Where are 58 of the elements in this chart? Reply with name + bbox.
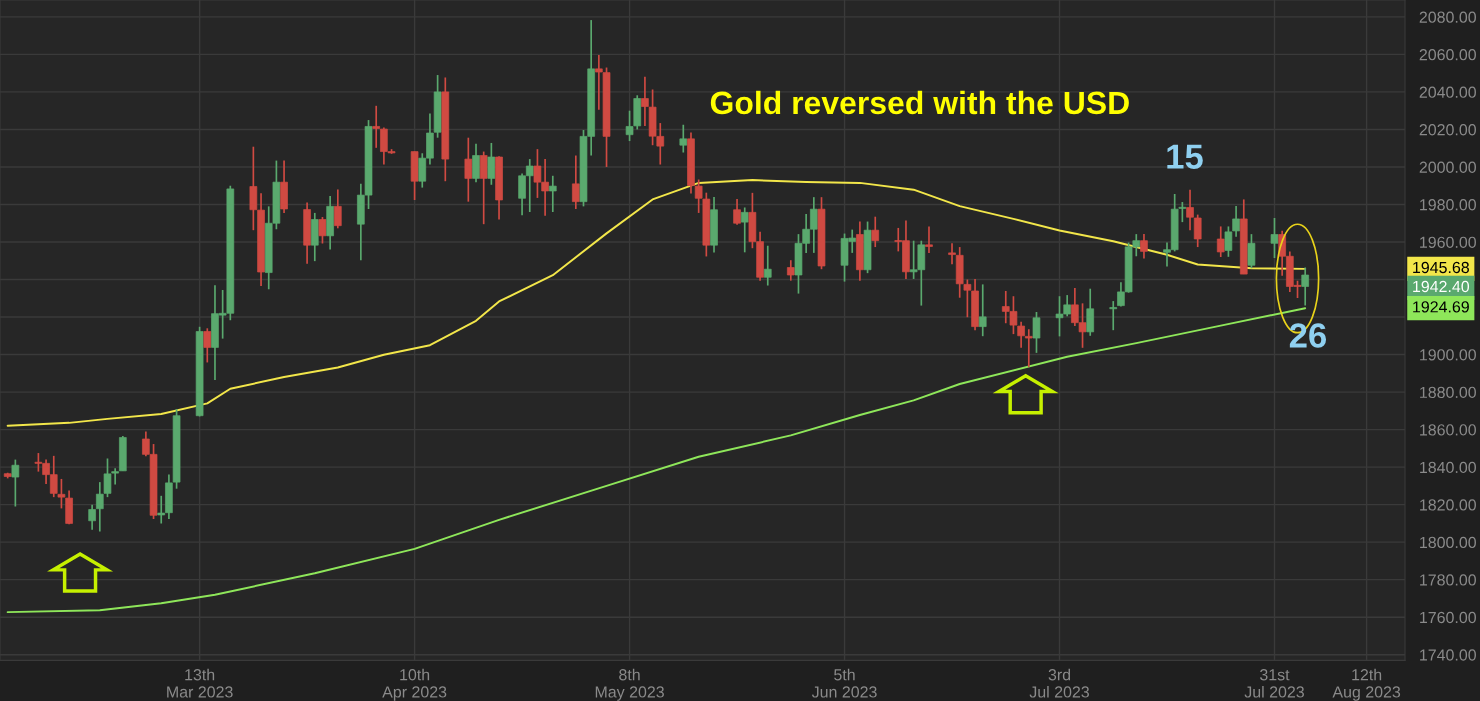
y-tick-label: 2060.00: [1419, 49, 1476, 61]
y-tick-label: 2000.00: [1419, 161, 1476, 173]
y-tick-label: 1780.00: [1420, 574, 1476, 586]
y-tick-label: 1800.00: [1420, 536, 1476, 549]
candlestick: [1247, 233, 1256, 270]
candlestick: [786, 259, 795, 282]
candlestick: [1086, 287, 1095, 337]
y-tick-label: 1860.00: [1420, 424, 1476, 436]
candlestick: [871, 215, 880, 248]
x-tick-label: 8th May 2023: [595, 668, 664, 701]
candlestick: [733, 198, 741, 226]
candlestick: [88, 503, 96, 531]
candlestick: [1216, 225, 1225, 258]
candlestick: [572, 154, 580, 210]
candlestick: [548, 174, 557, 213]
y-tick-label: 1880.00: [1420, 386, 1476, 399]
y-tick-label: 1840.00: [1420, 461, 1476, 474]
candlestick: [948, 242, 956, 266]
x-tick-label: 5th Jun 2023: [811, 668, 877, 698]
candlestick: [1109, 300, 1118, 332]
y-tick-label: 1900.00: [1420, 349, 1476, 361]
candlestick: [925, 225, 933, 254]
candlestick: [679, 123, 688, 154]
candlestick: [740, 206, 749, 254]
y-tick-label: 1740.00: [1420, 649, 1476, 661]
annotation: 15: [1167, 144, 1203, 169]
candlestick: [464, 136, 473, 203]
candlestick: [472, 142, 480, 183]
candlestick: [203, 327, 212, 364]
y-tick-label: 1820.00: [1420, 499, 1476, 511]
candlestick: [1032, 311, 1041, 354]
x-tick-label: 13th Mar 2023: [167, 668, 233, 698]
candlestick: [334, 188, 342, 230]
y-tick-label: 2080.00: [1419, 11, 1476, 23]
y-tick-label: 2040.00: [1419, 86, 1476, 98]
candlestick: [1024, 328, 1033, 368]
candlestick: [1140, 233, 1148, 260]
candlestick: [11, 458, 20, 508]
text: 1924.69: [1413, 301, 1469, 313]
candlestick: [318, 216, 327, 245]
text: 1945.68: [1413, 261, 1469, 274]
annotation: 26: [1289, 323, 1327, 348]
y-tick-label: 1980.00: [1420, 199, 1476, 211]
x-tick-label: 3rd Jul 2023: [1029, 668, 1089, 698]
y-tick-label: 1760.00: [1420, 611, 1476, 624]
y-tick-label: 1960.00: [1420, 236, 1476, 248]
text: 1942.40: [1413, 280, 1470, 293]
candlestick: [1270, 217, 1279, 259]
candlestick: [479, 150, 488, 226]
candlestick: [978, 283, 987, 338]
annotation: Gold reversed with the USD: [710, 90, 1129, 115]
x-tick-label: 31st Jul 2023: [1244, 669, 1304, 698]
candlestick: [763, 244, 772, 287]
x-tick-label: 10th Apr 2023: [382, 668, 447, 701]
y-tick-label: 2020.00: [1419, 124, 1476, 136]
candlestick: [1301, 266, 1309, 307]
x-tick-label: 12th Aug 2023: [1332, 668, 1401, 701]
candlestick: [487, 142, 496, 186]
